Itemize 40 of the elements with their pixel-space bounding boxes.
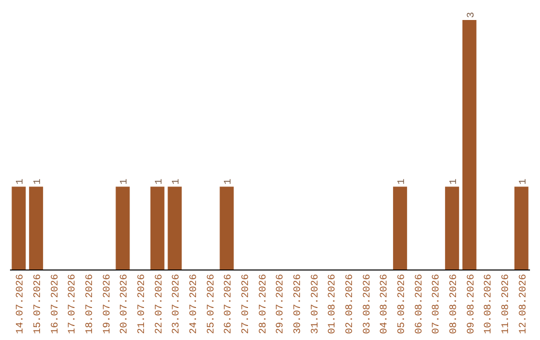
data-label: 1 — [224, 178, 235, 185]
x-tick-label: 01.08.2026 — [328, 274, 339, 334]
x-tick-label: 11.08.2026 — [501, 274, 512, 334]
data-label: 1 — [33, 178, 44, 185]
x-tick-label: 17.07.2026 — [68, 274, 79, 334]
x-tick-label: 12.08.2026 — [518, 274, 530, 334]
x-tick-label: 29.07.2026 — [276, 274, 287, 334]
data-label: 1 — [120, 178, 131, 185]
x-tick-label: 21.07.2026 — [137, 274, 148, 334]
x-tick-label: 14.07.2026 — [16, 274, 27, 334]
x-tick-label: 05.08.2026 — [397, 274, 408, 334]
x-tick-label: 30.07.2026 — [293, 274, 304, 334]
x-tick-label: 19.07.2026 — [102, 274, 114, 334]
x-tick-label: 06.08.2026 — [414, 274, 426, 334]
x-tick-label: 26.07.2026 — [224, 274, 235, 334]
x-tick-label: 10.08.2026 — [484, 274, 495, 334]
x-tick-label: 31.07.2026 — [310, 274, 322, 334]
data-label: 3 — [466, 12, 478, 18]
x-tick-label: 20.07.2026 — [120, 274, 131, 334]
data-label: 1 — [172, 178, 183, 185]
data-label: 1 — [397, 178, 408, 185]
x-tick-label: 15.07.2026 — [33, 274, 44, 334]
x-tick-label: 08.08.2026 — [449, 274, 460, 334]
x-tick-label: 23.07.2026 — [172, 274, 183, 334]
x-tick-label: 24.07.2026 — [189, 274, 200, 334]
data-label: 1 — [449, 178, 460, 185]
x-tick-label: 07.08.2026 — [432, 274, 443, 334]
data-label: 1 — [518, 178, 530, 185]
x-tick-label: 02.08.2026 — [345, 274, 356, 334]
x-tick-label: 09.08.2026 — [466, 274, 478, 334]
data-label: 1 — [154, 178, 166, 185]
x-tick-label: 16.07.2026 — [50, 274, 62, 334]
x-tick-label: 25.07.2026 — [206, 274, 218, 334]
x-tick-label: 03.08.2026 — [362, 274, 374, 334]
data-label: 1 — [16, 178, 27, 185]
x-tick-label: 04.08.2026 — [380, 274, 391, 334]
x-tick-label: 28.07.2026 — [258, 274, 270, 334]
x-tick-label: 22.07.2026 — [154, 274, 166, 334]
x-tick-label: 18.07.2026 — [85, 274, 96, 334]
x-tick-label: 27.07.2026 — [241, 274, 252, 334]
